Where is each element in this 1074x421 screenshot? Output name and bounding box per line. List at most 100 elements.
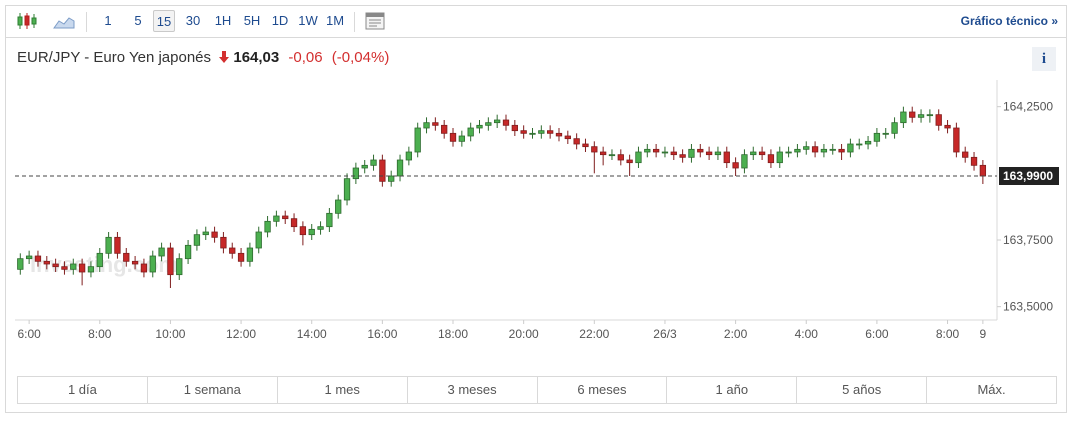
interval-button[interactable]: 15 — [153, 10, 175, 32]
range-button[interactable]: 1 año — [667, 377, 798, 403]
candlestick-icon[interactable] — [16, 11, 38, 31]
interval-button[interactable]: 1 — [104, 13, 112, 28]
technical-chart-link[interactable]: Gráfico técnico » — [960, 14, 1058, 28]
candle-body — [246, 247, 254, 262]
candle-body — [476, 124, 483, 129]
range-button[interactable]: Máx. — [977, 382, 1006, 397]
candle-body — [555, 132, 563, 137]
candle-body — [723, 151, 730, 164]
candle-body — [361, 164, 368, 169]
x-tick-label: 8:00 — [936, 327, 960, 341]
y-tick-label: 163,7500 — [1003, 233, 1053, 247]
candle-body — [388, 175, 395, 182]
candle-body — [229, 247, 236, 254]
candle-body — [785, 151, 792, 154]
y-tick-label: 163,5000 — [1003, 300, 1053, 314]
candle-body — [900, 111, 907, 124]
range-button[interactable]: 1 semana — [148, 377, 278, 403]
candle-body — [935, 114, 942, 126]
interval-button[interactable]: 1H — [214, 13, 232, 28]
candle-body — [891, 122, 898, 134]
range-button[interactable]: 3 meses — [408, 377, 538, 403]
candle-body — [758, 151, 766, 156]
candle-body — [158, 247, 165, 257]
toolbar: 1 5 15 30 1H 5H 1D 1W 1M Gráfico técnico » — [6, 6, 1066, 38]
candle-body — [494, 119, 501, 124]
candle-body — [838, 148, 845, 153]
x-tick-label: 12:00 — [226, 327, 256, 341]
candle-body — [220, 236, 227, 249]
candle-body — [423, 122, 430, 129]
candle-body — [591, 146, 598, 153]
interval-button[interactable]: 5H — [243, 13, 261, 28]
instrument-header: EUR/JPY - Euro Yen japonés 164,03 -0,06 … — [17, 49, 389, 66]
candle-body — [670, 151, 677, 156]
candle-body — [882, 132, 889, 135]
candle-body — [52, 263, 59, 268]
candle-body — [873, 132, 881, 142]
interval-button[interactable]: 5 — [134, 13, 142, 28]
candle-body — [599, 151, 607, 156]
candle-body — [547, 130, 554, 134]
interval-button[interactable]: 1D — [271, 13, 289, 28]
x-tick-label: 6:00 — [865, 327, 889, 341]
candle-body — [396, 159, 404, 177]
candle-body — [237, 252, 245, 262]
candle-body — [820, 148, 828, 153]
candle-body — [61, 266, 68, 270]
candle-body — [282, 215, 289, 220]
candle-body — [741, 154, 748, 169]
symbol: EUR/JPY - Euro Yen japonés — [17, 49, 212, 66]
candle-body — [87, 266, 95, 273]
candle-body — [953, 127, 960, 153]
candle-body — [264, 220, 271, 233]
candle-body — [308, 228, 315, 236]
candle-body — [661, 151, 669, 154]
candle-body — [299, 226, 307, 236]
range-button[interactable]: 5 años — [797, 377, 928, 403]
candle-body — [432, 122, 439, 126]
range-button[interactable]: 1 día — [18, 377, 148, 403]
candle-body — [511, 124, 518, 132]
candle-body — [847, 143, 854, 153]
interval-button[interactable]: 1M — [325, 13, 345, 28]
x-tick-label: 2:00 — [724, 327, 748, 341]
area-icon[interactable] — [53, 12, 75, 30]
last-price-label: 163,9900 — [1003, 169, 1053, 183]
price: 164,03 — [233, 49, 280, 66]
candle-body — [794, 148, 801, 153]
range-button[interactable]: 6 meses — [538, 377, 668, 403]
candle-body — [467, 127, 474, 137]
candle-body — [652, 148, 660, 153]
candle-body — [962, 151, 969, 158]
candle-body — [114, 236, 121, 254]
candle-body — [167, 247, 174, 276]
x-tick-label: 4:00 — [795, 327, 819, 341]
interval-button[interactable]: 30 — [185, 13, 201, 28]
print-icon[interactable] — [364, 11, 386, 31]
candle-body — [176, 258, 183, 276]
candle-body — [273, 215, 280, 222]
candle-body — [405, 151, 413, 161]
candle-body — [379, 159, 386, 182]
range-selector: 1 día 1 semana 1 mes 3 meses 6 meses 1 año 5 a… — [17, 376, 1057, 404]
candle-body — [979, 164, 987, 177]
candle-body — [441, 124, 448, 134]
interval-button[interactable]: 1W — [298, 13, 318, 28]
info-button[interactable]: i — [1032, 47, 1056, 71]
candle-body — [811, 146, 819, 153]
x-tick-label: 22:00 — [579, 327, 609, 341]
candle-body — [414, 127, 421, 153]
range-button[interactable]: 1 mes — [278, 377, 408, 403]
chart: Investing.com 164,2500163,7500163,50006:… — [15, 80, 1059, 341]
candle-body — [688, 148, 695, 158]
candle-body — [449, 132, 457, 142]
panel — [5, 5, 1067, 413]
candle-body — [140, 263, 148, 273]
candle-body — [970, 156, 978, 166]
candle-body — [635, 151, 642, 164]
candle-body — [105, 236, 112, 254]
candle-body — [617, 154, 624, 161]
x-tick-label: 16:00 — [367, 327, 397, 341]
